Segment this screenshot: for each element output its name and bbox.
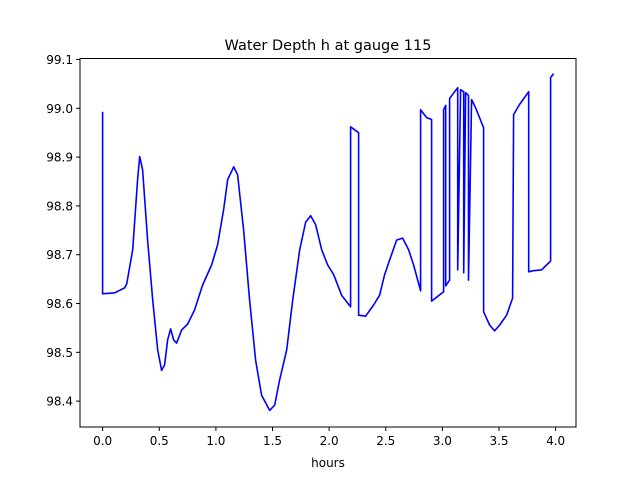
y-tick-label: 99.0 — [46, 102, 73, 116]
x-tick-label: 2.0 — [320, 434, 339, 448]
x-tick-label: 3.0 — [433, 434, 452, 448]
y-tick-label: 98.8 — [46, 199, 73, 213]
y-tick-label: 98.6 — [46, 297, 73, 311]
chart-title: Water Depth h at gauge 115 — [225, 38, 432, 54]
y-tick-label: 98.7 — [46, 248, 73, 262]
x-tick-label: 2.5 — [376, 434, 395, 448]
series-group — [101, 73, 555, 412]
y-tick-label: 98.4 — [46, 395, 73, 409]
y-tick-label: 98.5 — [46, 346, 73, 360]
x-tick-label: 1.0 — [206, 434, 225, 448]
x-tick-label: 3.5 — [489, 434, 508, 448]
x-axis-label: hours — [311, 456, 345, 470]
x-tick-label: 4.0 — [546, 434, 565, 448]
x-tick-label: 1.5 — [263, 434, 282, 448]
plot-frame — [79, 58, 577, 428]
x-tick-label: 0.5 — [150, 434, 169, 448]
ticks: 0.0 0.5 1.0 1.5 2.0 2.5 3.0 3.5 4.0 98.4 98.5 98.6 9… — [46, 53, 565, 448]
y-tick-label: 98.9 — [46, 151, 73, 165]
series-line-h — [101, 73, 555, 412]
y-tick-label: 99.1 — [46, 53, 73, 67]
x-tick-label: 0.0 — [93, 434, 112, 448]
